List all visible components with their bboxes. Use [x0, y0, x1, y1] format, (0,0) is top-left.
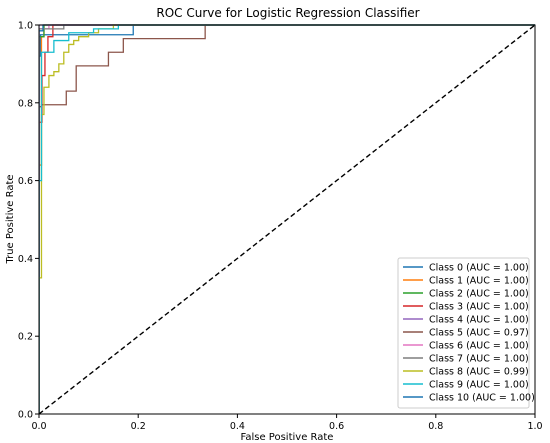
x-tick-label: 1.0 [527, 421, 542, 432]
legend-label-class-8: Class 8 (AUC = 0.99) [429, 367, 529, 378]
y-tick-label: 0.8 [18, 98, 33, 109]
legend-label-class-5: Class 5 (AUC = 0.97) [429, 328, 529, 339]
x-tick-label: 0.8 [428, 421, 443, 432]
y-tick-label: 0.2 [18, 332, 33, 343]
plot-area [38, 24, 536, 415]
legend: Class 0 (AUC = 1.00) Class 1 (AUC = 1.00)… [397, 257, 535, 409]
roc-line-class-8 [39, 24, 535, 414]
y-tick-label: 0.4 [18, 254, 33, 265]
y-tick-label: 0.0 [18, 410, 33, 421]
legend-frame [397, 257, 530, 409]
legend-label-class-9: Class 9 (AUC = 1.00) [429, 380, 529, 391]
chance-diagonal-line [39, 24, 536, 414]
x-tick-label: 0.2 [131, 421, 146, 432]
legend-label-class-4: Class 4 (AUC = 1.00) [429, 315, 529, 326]
legend-label-class-0: Class 0 (AUC = 1.00) [429, 263, 529, 274]
plot-frame [38, 24, 536, 415]
chart-title: ROC Curve for Logistic Regression Classi… [156, 6, 419, 20]
legend-label-class-3: Class 3 (AUC = 1.00) [429, 302, 529, 313]
x-axis-title: False Positive Rate [241, 432, 334, 443]
y-tick-label: 0.6 [18, 176, 33, 187]
legend-label-class-7: Class 7 (AUC = 1.00) [429, 354, 529, 365]
x-tick-label: 0.4 [230, 421, 245, 432]
legend-label-class-1: Class 1 (AUC = 1.00) [429, 276, 529, 287]
roc-line-class-9 [39, 24, 535, 414]
x-axis-ticks: 0.0 0.2 0.4 0.6 0.8 1.0 [31, 414, 543, 432]
legend-label-class-10: Class 10 (AUC = 1.00) [429, 393, 535, 404]
y-axis-title: True Positive Rate [5, 174, 16, 264]
x-tick-label: 0.0 [31, 421, 46, 432]
legend-label-class-6: Class 6 (AUC = 1.00) [429, 341, 529, 352]
y-axis-ticks: 0.0 0.2 0.4 0.6 0.8 1.0 [18, 21, 39, 421]
legend-label-class-2: Class 2 (AUC = 1.00) [429, 289, 529, 300]
y-tick-label: 1.0 [18, 21, 33, 32]
x-tick-label: 0.6 [329, 421, 344, 432]
